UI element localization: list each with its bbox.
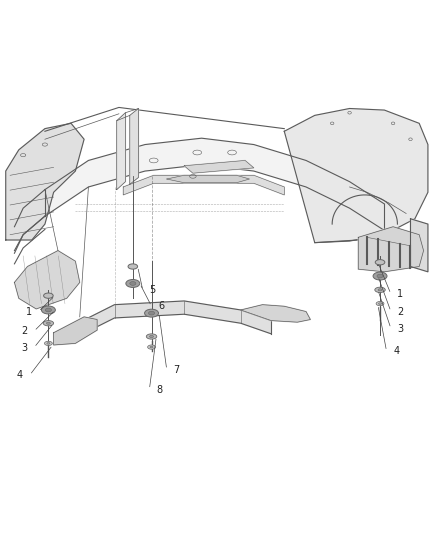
Polygon shape <box>117 113 125 190</box>
Polygon shape <box>14 251 80 309</box>
Text: 2: 2 <box>397 306 403 317</box>
Ellipse shape <box>46 322 50 324</box>
Ellipse shape <box>126 279 140 287</box>
Ellipse shape <box>150 335 153 337</box>
Polygon shape <box>167 175 250 183</box>
Ellipse shape <box>45 341 52 345</box>
Polygon shape <box>130 109 138 184</box>
Polygon shape <box>358 227 424 272</box>
Polygon shape <box>53 317 97 345</box>
Text: 3: 3 <box>21 343 28 353</box>
Ellipse shape <box>44 293 53 298</box>
Polygon shape <box>410 219 428 272</box>
Polygon shape <box>123 175 284 195</box>
Ellipse shape <box>42 306 55 314</box>
Text: 4: 4 <box>17 370 23 380</box>
Ellipse shape <box>128 264 138 269</box>
Ellipse shape <box>148 345 155 349</box>
Ellipse shape <box>377 274 383 278</box>
Ellipse shape <box>130 281 136 285</box>
Ellipse shape <box>146 334 157 339</box>
Text: 8: 8 <box>156 384 162 394</box>
Ellipse shape <box>145 309 159 317</box>
Ellipse shape <box>375 260 385 265</box>
Ellipse shape <box>373 272 387 280</box>
Ellipse shape <box>150 346 153 348</box>
Polygon shape <box>241 305 311 322</box>
Text: 5: 5 <box>149 285 155 295</box>
Text: 1: 1 <box>397 289 403 299</box>
Ellipse shape <box>376 302 384 306</box>
Text: 3: 3 <box>397 324 403 334</box>
Ellipse shape <box>375 287 385 293</box>
Ellipse shape <box>378 303 381 304</box>
Text: 1: 1 <box>26 306 32 317</box>
Text: 4: 4 <box>393 346 399 357</box>
Ellipse shape <box>47 343 50 344</box>
Text: 7: 7 <box>173 365 180 375</box>
Text: 6: 6 <box>158 301 164 311</box>
Polygon shape <box>80 301 271 335</box>
Polygon shape <box>284 109 428 243</box>
Ellipse shape <box>43 320 53 326</box>
Polygon shape <box>6 123 84 240</box>
Polygon shape <box>45 138 385 230</box>
Ellipse shape <box>46 308 51 312</box>
Polygon shape <box>184 160 254 173</box>
Ellipse shape <box>378 289 382 291</box>
Text: 2: 2 <box>21 326 28 336</box>
Ellipse shape <box>148 311 155 315</box>
